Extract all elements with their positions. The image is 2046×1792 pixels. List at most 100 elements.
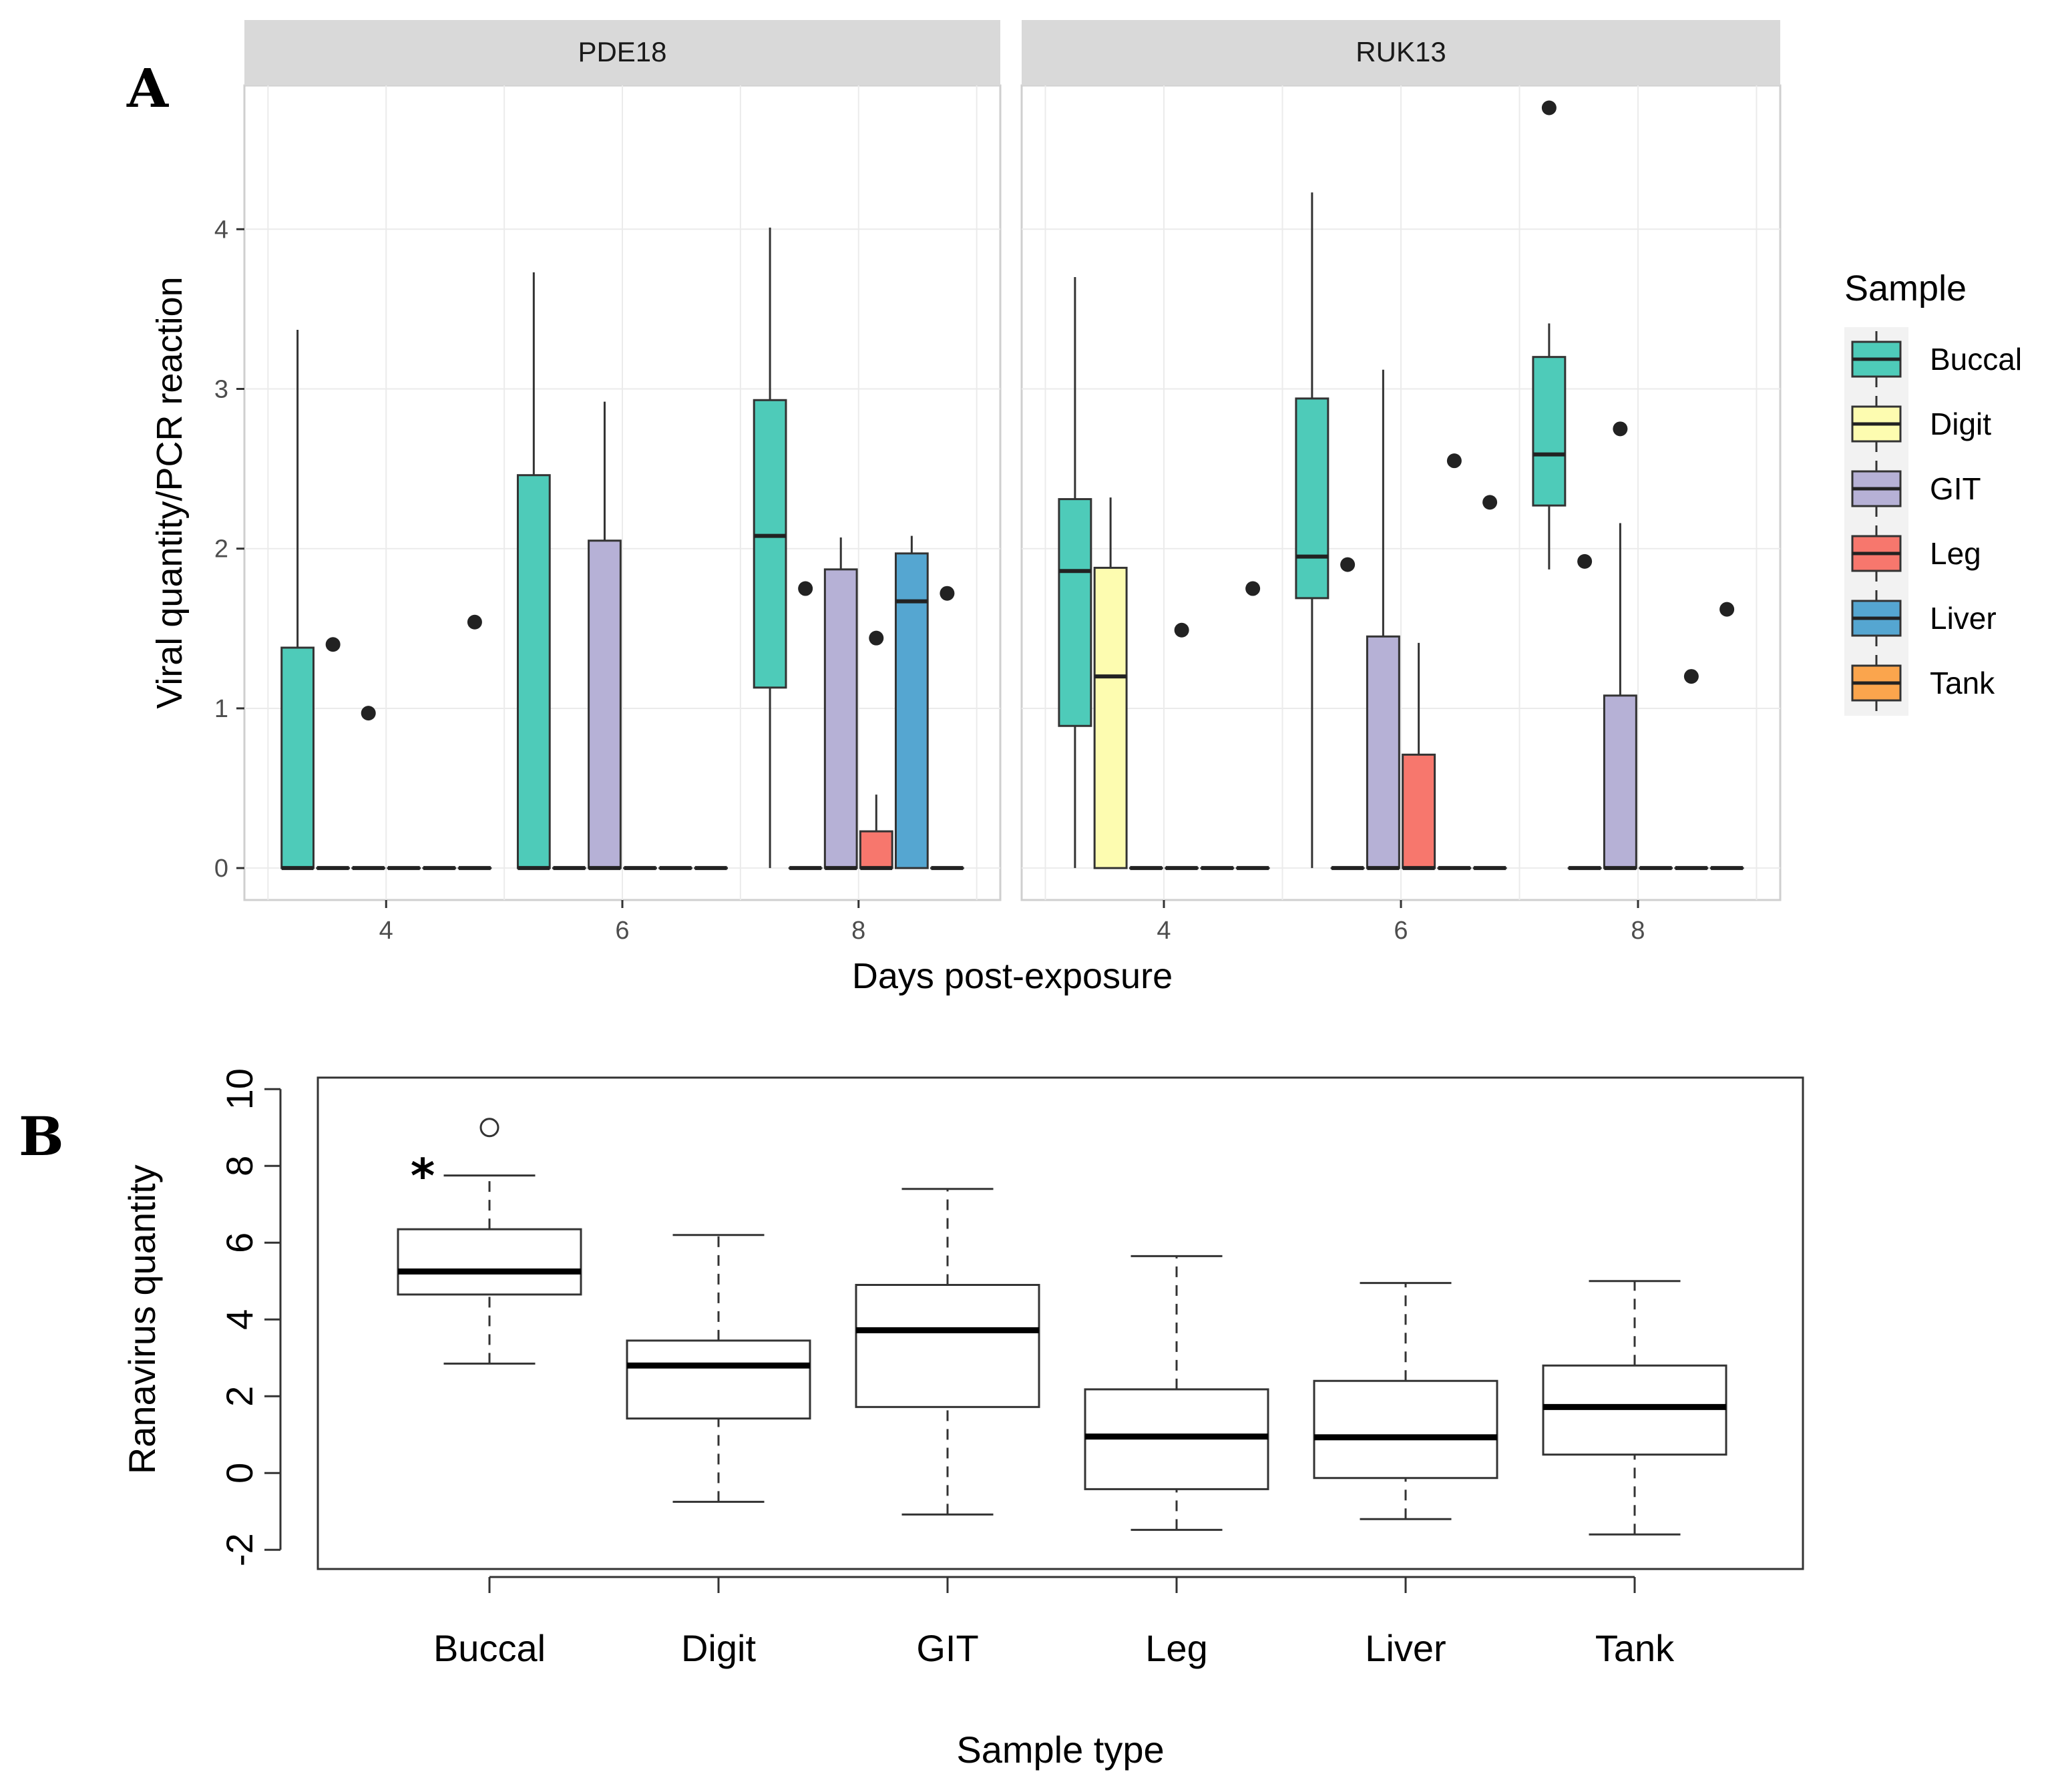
outlier-point [467,614,482,630]
box-body [1058,498,1092,727]
outlier-point [1683,669,1699,684]
y-tick-label: 4 [218,1309,260,1330]
box-RUK13-day6-tank [1472,495,1507,871]
legend-label: Tank [1930,666,1995,700]
outlier-point [1174,622,1189,638]
legend-item-tank: Tank [1851,655,1995,711]
chart-a: PDE18 4 6 8 0 1 2 3 4 RUK13 4 6 8 Days post-exposure V… [150,20,1782,996]
y-tick-label: 4 [214,216,228,244]
x-tick-label: Liver [1365,1627,1446,1669]
box-RUK13-day6-leg [1402,642,1436,871]
outlier-point [869,630,884,646]
panel-label-b: B [19,1105,64,1168]
box-RUK13-day4-digit [1093,497,1128,869]
outlier-point [1613,421,1628,437]
box-body [1093,566,1128,869]
legend-label: Leg [1930,536,1981,571]
legend-key-background [1844,327,1908,716]
x-tick-label: 8 [851,917,865,945]
y-tick-label: 8 [218,1156,260,1176]
box-RUK13-day4-leg [1165,622,1199,871]
box-RUK13-day8-liver [1674,669,1709,871]
box-liver [1313,1282,1498,1520]
x-tick-label: 6 [1394,917,1408,945]
x-axis-title: Sample type [956,1729,1164,1771]
box-RUK13-day6-liver [1437,453,1472,871]
box-RUK13-day8-tank [1709,602,1744,871]
legend-item-leg: Leg [1851,525,1981,582]
box-PDE18-day8-git [823,537,858,871]
legend-label: Liver [1930,601,1997,636]
outlier-point [1482,495,1498,510]
box-RUK13-day8-digit [1567,553,1602,871]
box-PDE18-day8-buccal [753,227,787,869]
box-PDE18-day6-buccal [516,272,551,871]
legend-item-git: GIT [1851,461,1981,517]
y-axis-title: Ranavirus quantity [121,1164,163,1474]
y-tick-label: 2 [214,535,228,564]
box-body [894,552,929,869]
box-body [823,568,858,869]
box-RUK13-day6-digit [1330,557,1365,871]
box-body [516,474,551,869]
box-body [1313,1379,1498,1480]
facet-label: PDE18 [578,36,666,67]
x-tick-label: GIT [916,1627,978,1669]
box-buccal [397,1118,582,1365]
legend-item-buccal: Buccal [1851,331,2022,387]
box-body [280,646,315,869]
box-body [859,830,893,869]
y-axis-title: Viral quantity/PCR reaction [150,276,190,708]
box-PDE18-day8-leg [859,630,893,871]
box-git [855,1188,1040,1516]
outlier-point [479,1118,499,1138]
outlier-point [361,706,376,721]
y-tick-label: 0 [214,855,228,883]
box-PDE18-day4-buccal [280,330,315,871]
box-RUK13-day8-buccal [1532,100,1567,570]
x-tick-label: 8 [1631,917,1645,945]
x-tick-label: 6 [615,917,629,945]
y-tick-label: 6 [218,1233,260,1253]
box-body [753,399,787,689]
box-body [1295,397,1329,600]
box-body [1532,356,1567,507]
box-digit [626,1234,811,1503]
y-tick-label: 3 [214,376,228,404]
x-tick-label: 4 [379,917,393,945]
chart-b: -2 0 2 4 6 8 10 Buccal Digit GIT Leg Liver Tank * Samp… [121,1068,1804,1771]
plot-frame [317,1076,1804,1570]
box-PDE18-day4-digit [316,637,351,871]
significance-marker: * [411,1149,435,1204]
box-body [1542,1364,1727,1456]
outlier-point [325,637,341,652]
box-leg [1084,1255,1269,1531]
outlier-point [940,586,955,601]
outlier-point [798,581,813,596]
x-tick-label: Buccal [433,1627,546,1669]
box-RUK13-day4-tank [1235,581,1270,871]
legend-label: GIT [1930,471,1981,506]
legend-item-digit: Digit [1851,396,1991,452]
x-tick-label: 4 [1157,917,1171,945]
y-tick-label: 10 [218,1068,260,1110]
x-tick-label: Leg [1145,1627,1207,1669]
box-RUK13-day6-buccal [1295,192,1329,869]
legend-label: Digit [1930,407,1991,441]
box-body [1603,694,1637,869]
box-PDE18-day8-tank [930,586,964,871]
outlier-point [1245,581,1261,596]
legend-item-liver: Liver [1851,590,1997,646]
legend-a: Sample Buccal Digit GIT Leg Liver Tank [1844,268,2022,716]
y-tick-label: 0 [218,1463,260,1484]
legend-label: Buccal [1930,342,2022,377]
y-tick-label: 2 [218,1386,260,1407]
outlier-point [1446,453,1462,469]
box-RUK13-day6-git [1366,369,1400,871]
box-RUK13-day8-git [1603,421,1637,871]
x-axis-title: Days post-exposure [852,956,1173,996]
x-tick-label: Digit [681,1627,756,1669]
box-PDE18-day8-liver [894,535,929,869]
facet-label: RUK13 [1356,36,1446,67]
